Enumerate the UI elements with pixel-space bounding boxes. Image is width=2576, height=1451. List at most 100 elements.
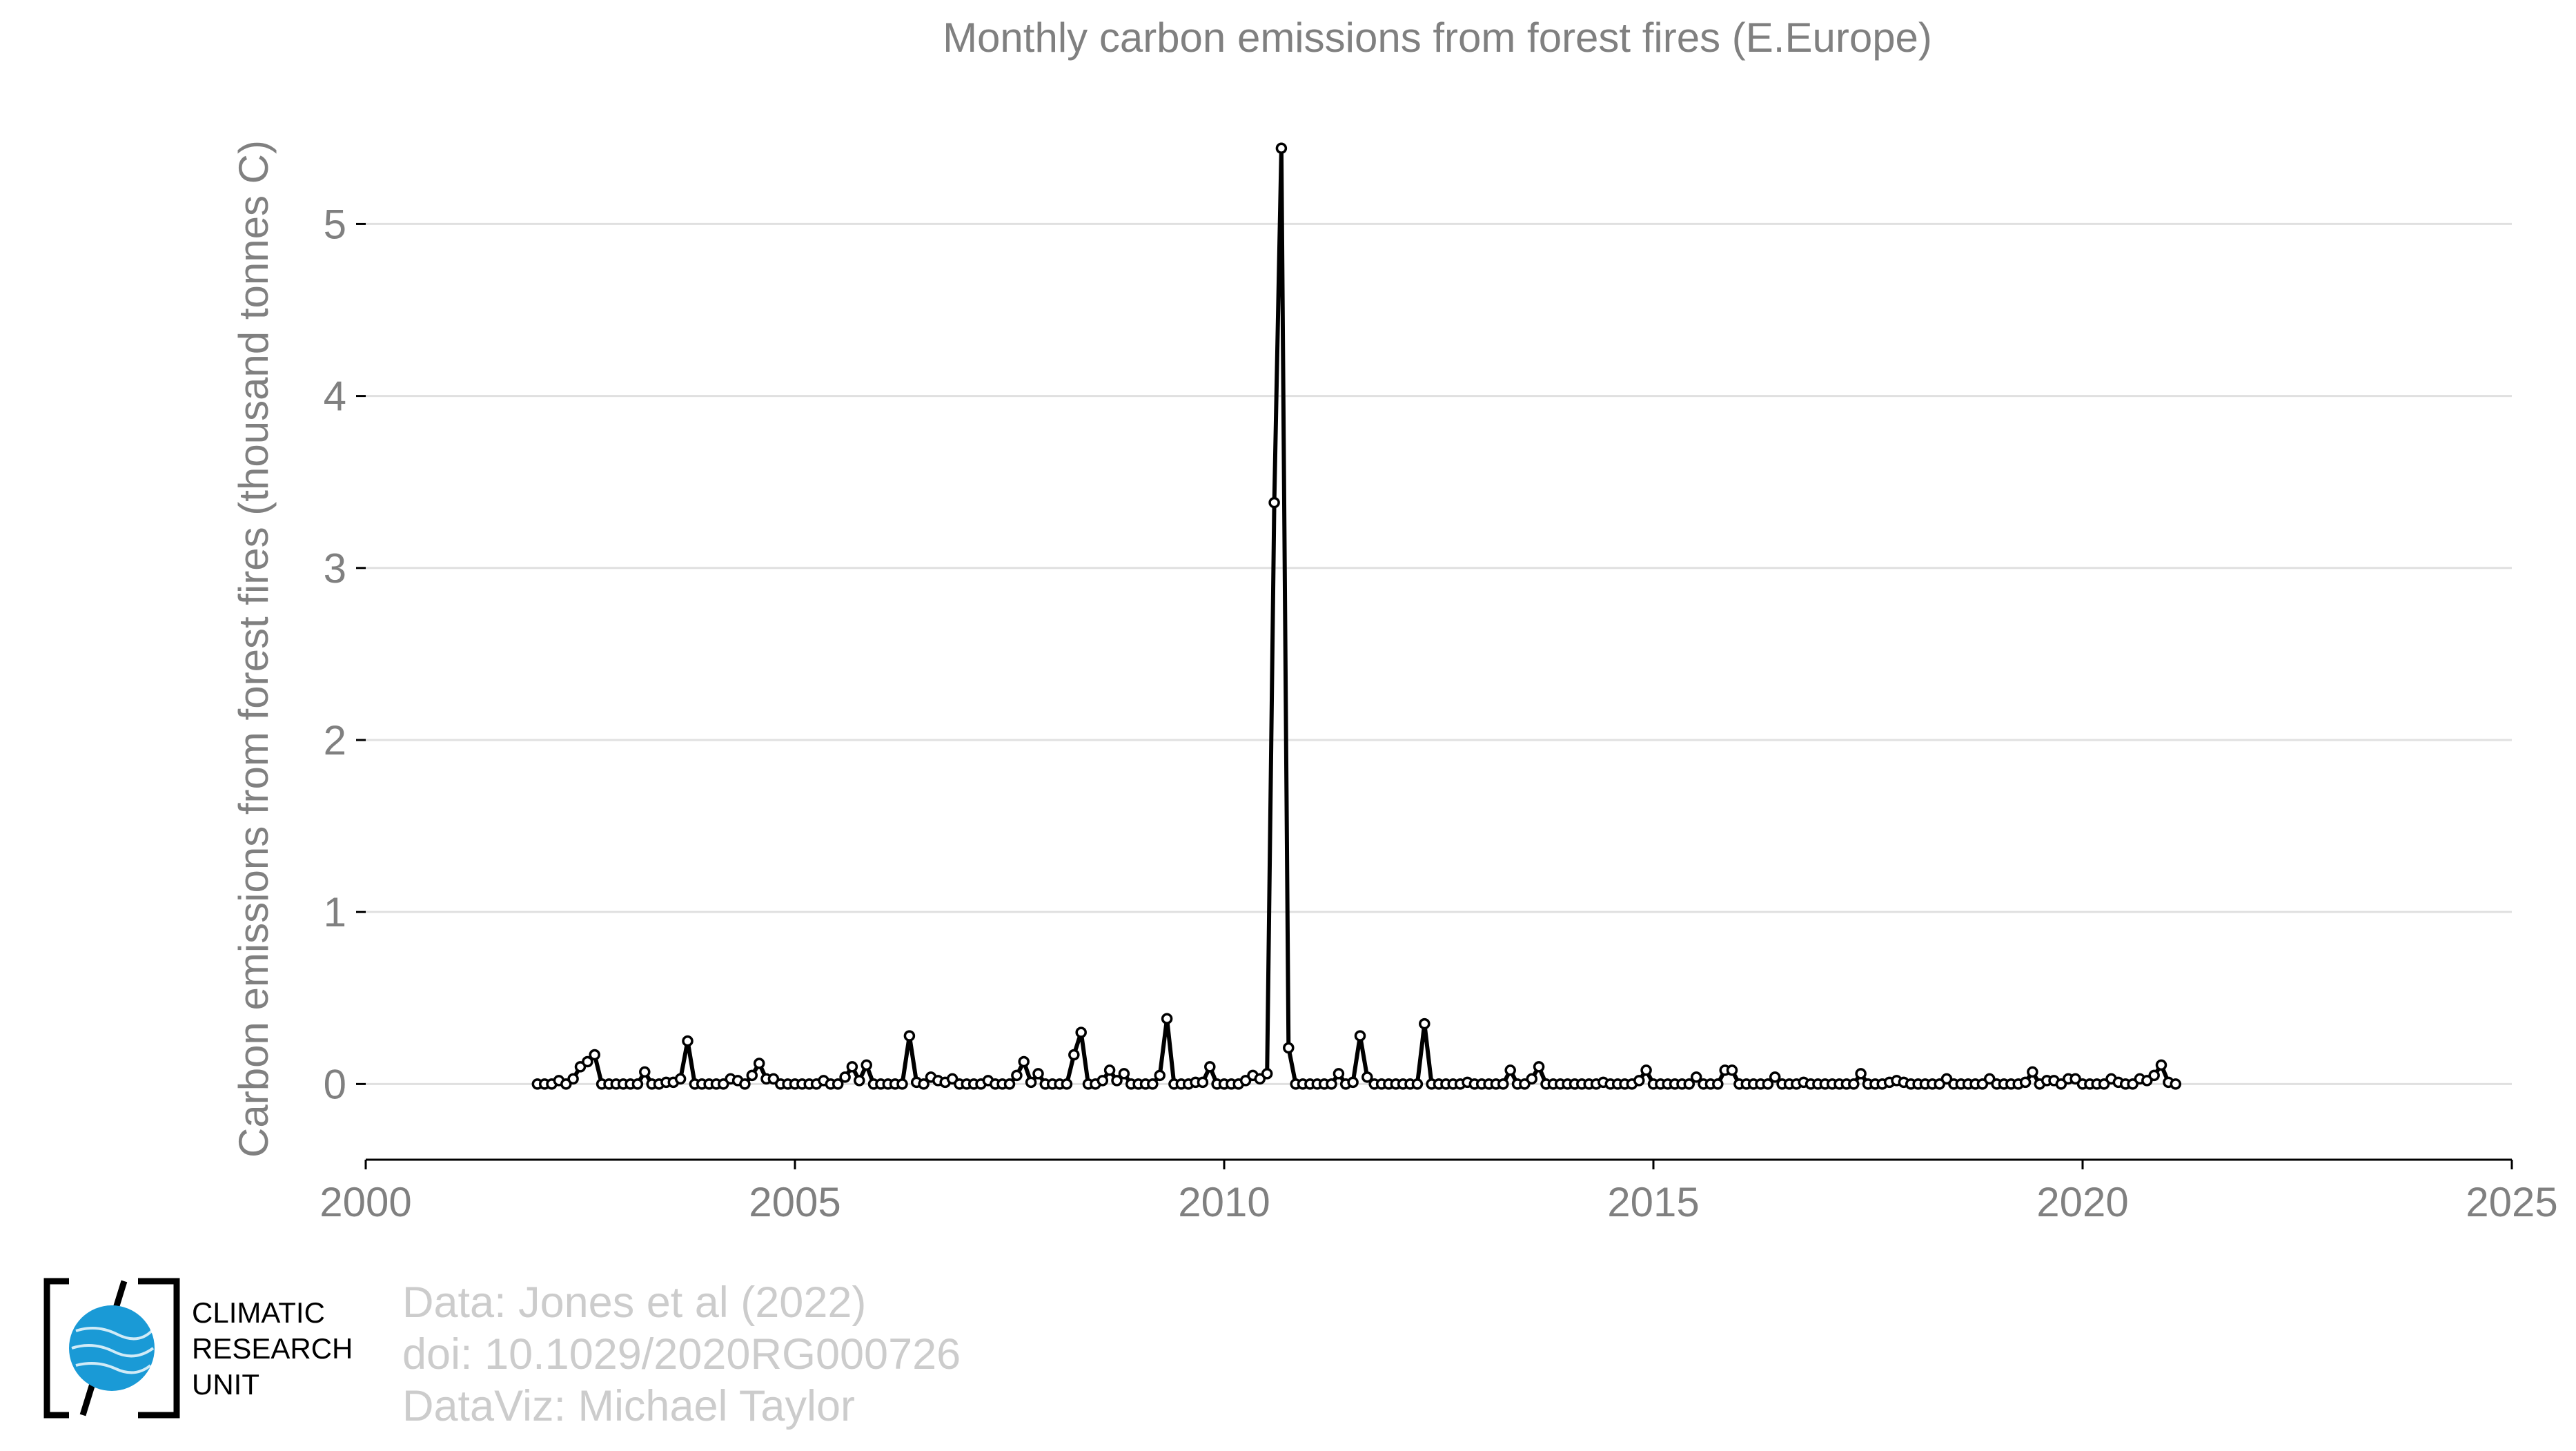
credit-data-source: Data: Jones et al (2022) <box>402 1278 867 1327</box>
data-point-7 <box>582 1055 593 1068</box>
data-point-20 <box>674 1073 687 1085</box>
data-point-208 <box>2019 1076 2032 1089</box>
data-point-69 <box>1025 1076 1037 1089</box>
data-point-229 <box>2170 1078 2182 1090</box>
y-axis-label: Carbon emissions from forest fires (thou… <box>230 140 277 1158</box>
data-point-6 <box>574 1061 587 1073</box>
data-point-101 <box>1254 1073 1266 1085</box>
y-tick-label-2: 2 <box>324 717 346 763</box>
data-point-42 <box>832 1078 844 1090</box>
data-point-33 <box>767 1073 780 1085</box>
data-point-80 <box>1103 1064 1116 1076</box>
credit-dataviz: DataViz: Michael Taylor <box>402 1382 855 1430</box>
cru-logo: CLIMATIC RESEARCH UNIT <box>41 1276 400 1421</box>
data-point-51 <box>896 1078 908 1090</box>
x-tick-label-2000: 2000 <box>319 1179 411 1225</box>
data-point-26 <box>718 1078 729 1090</box>
x-tick-label-2020: 2020 <box>2036 1179 2128 1225</box>
series-emissions <box>531 142 2182 1090</box>
data-point-203 <box>1983 1073 1996 1085</box>
data-point-138 <box>1519 1078 1531 1090</box>
data-point-173 <box>1769 1071 1781 1083</box>
data-point-44 <box>846 1061 858 1073</box>
data-point-45 <box>854 1075 865 1087</box>
data-point-70 <box>1032 1068 1044 1080</box>
data-point-66 <box>1003 1078 1016 1090</box>
data-point-225 <box>2141 1075 2153 1087</box>
logo-line-1: CLIMATIC <box>192 1296 325 1329</box>
data-point-86 <box>1147 1078 1159 1090</box>
data-point-67 <box>1011 1069 1023 1082</box>
logo-line-3: UNIT <box>192 1368 259 1401</box>
data-point-88 <box>1161 1013 1173 1024</box>
data-point-93 <box>1197 1076 1209 1089</box>
data-point-135 <box>1497 1078 1509 1090</box>
data-point-172 <box>1762 1078 1774 1090</box>
y-tick-label-5: 5 <box>324 201 346 247</box>
data-point-184 <box>1848 1078 1860 1090</box>
data-point-68 <box>1018 1055 1030 1068</box>
data-point-124 <box>1419 1017 1430 1030</box>
chart-title: Monthly carbon emissions from forest fir… <box>943 14 1932 61</box>
data-point-43 <box>839 1071 851 1083</box>
data-point-155 <box>1640 1064 1652 1076</box>
data-point-76 <box>1075 1026 1087 1038</box>
data-point-14 <box>631 1078 644 1090</box>
globe-icon <box>69 1305 155 1391</box>
data-point-79 <box>1097 1075 1109 1087</box>
data-point-227 <box>2155 1059 2167 1071</box>
data-point-167 <box>1726 1064 1738 1076</box>
data-point-112 <box>1333 1068 1345 1080</box>
data-point-165 <box>1712 1078 1724 1090</box>
credit-doi: doi: 10.1029/2020RG000726 <box>402 1330 961 1379</box>
data-point-31 <box>753 1058 765 1069</box>
data-point-139 <box>1526 1073 1538 1085</box>
data-point-185 <box>1855 1068 1867 1080</box>
data-point-99 <box>1239 1075 1252 1087</box>
data-point-226 <box>2148 1069 2160 1082</box>
data-point-54 <box>918 1078 930 1090</box>
data-point-21 <box>682 1035 694 1047</box>
data-point-104 <box>1275 142 1288 155</box>
data-point-123 <box>1411 1078 1424 1090</box>
data-point-75 <box>1068 1049 1080 1061</box>
data-point-161 <box>1683 1078 1695 1090</box>
cru-logo-text: CLIMATIC RESEARCH UNIT <box>192 1295 353 1403</box>
data-point-136 <box>1504 1064 1516 1076</box>
logo-line-2: RESEARCH <box>192 1332 353 1365</box>
y-tick-label-4: 4 <box>324 373 346 420</box>
data-point-15 <box>639 1066 651 1078</box>
cru-logo-mark <box>43 1278 180 1419</box>
data-point-52 <box>903 1030 916 1042</box>
data-point-74 <box>1061 1078 1073 1090</box>
data-point-140 <box>1533 1061 1545 1073</box>
data-point-197 <box>1940 1073 1953 1085</box>
y-axis-ticks: 0 1 2 3 4 5 <box>324 201 366 1107</box>
data-point-219 <box>2098 1078 2110 1090</box>
data-point-29 <box>739 1078 751 1090</box>
data-point-94 <box>1204 1061 1216 1073</box>
y-tick-label-3: 3 <box>324 545 346 592</box>
data-point-5 <box>567 1073 579 1085</box>
gridlines <box>366 222 2512 1085</box>
data-point-116 <box>1361 1071 1373 1083</box>
data-credits: Data: Jones et al (2022) doi: 10.1029/20… <box>402 1277 961 1432</box>
data-point-81 <box>1111 1075 1123 1087</box>
data-point-87 <box>1154 1069 1166 1082</box>
y-tick-label-1: 1 <box>324 889 346 935</box>
data-point-103 <box>1268 496 1280 509</box>
data-point-111 <box>1326 1078 1337 1090</box>
x-tick-label-2015: 2015 <box>1607 1179 1699 1225</box>
data-point-162 <box>1690 1071 1702 1083</box>
data-point-8 <box>589 1049 600 1061</box>
data-point-30 <box>746 1069 758 1082</box>
data-point-46 <box>861 1059 872 1071</box>
x-tick-label-2005: 2005 <box>749 1179 840 1225</box>
series-line <box>537 146 2176 1087</box>
data-point-82 <box>1118 1068 1130 1080</box>
data-point-154 <box>1633 1075 1645 1087</box>
x-tick-label-2025: 2025 <box>2466 1179 2557 1225</box>
data-point-213 <box>2055 1078 2067 1090</box>
data-point-215 <box>2069 1073 2081 1085</box>
